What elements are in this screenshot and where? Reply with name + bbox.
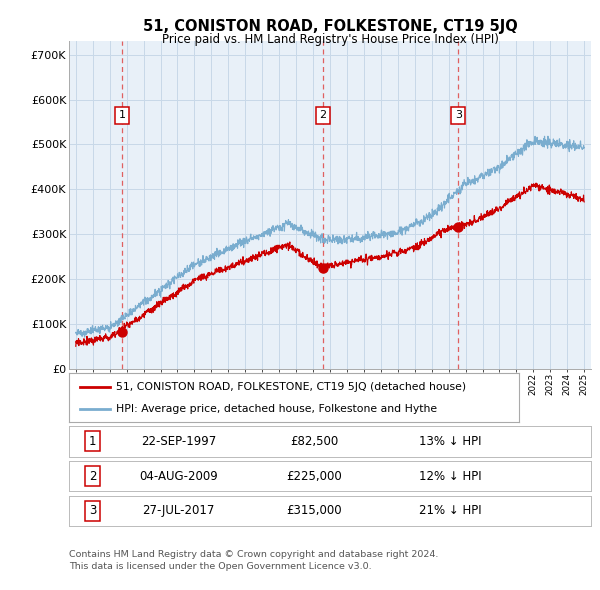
Text: HPI: Average price, detached house, Folkestone and Hythe: HPI: Average price, detached house, Folk…	[116, 404, 437, 414]
Text: 51, CONISTON ROAD, FOLKESTONE, CT19 5JQ (detached house): 51, CONISTON ROAD, FOLKESTONE, CT19 5JQ …	[116, 382, 466, 392]
Text: 12% ↓ HPI: 12% ↓ HPI	[419, 470, 481, 483]
Text: 1: 1	[89, 435, 96, 448]
Text: 22-SEP-1997: 22-SEP-1997	[141, 435, 216, 448]
Text: 3: 3	[455, 110, 462, 120]
Text: 21% ↓ HPI: 21% ↓ HPI	[419, 504, 481, 517]
Text: Price paid vs. HM Land Registry's House Price Index (HPI): Price paid vs. HM Land Registry's House …	[161, 33, 499, 46]
Text: £225,000: £225,000	[286, 470, 342, 483]
Text: 3: 3	[89, 504, 96, 517]
Text: 51, CONISTON ROAD, FOLKESTONE, CT19 5JQ: 51, CONISTON ROAD, FOLKESTONE, CT19 5JQ	[143, 19, 517, 34]
Text: 27-JUL-2017: 27-JUL-2017	[142, 504, 215, 517]
Text: 04-AUG-2009: 04-AUG-2009	[139, 470, 218, 483]
Text: 13% ↓ HPI: 13% ↓ HPI	[419, 435, 481, 448]
Text: £82,500: £82,500	[290, 435, 338, 448]
Text: 2: 2	[319, 110, 326, 120]
Text: Contains HM Land Registry data © Crown copyright and database right 2024.
This d: Contains HM Land Registry data © Crown c…	[69, 550, 439, 571]
Text: 1: 1	[118, 110, 125, 120]
Text: 2: 2	[89, 470, 96, 483]
Text: £315,000: £315,000	[287, 504, 342, 517]
